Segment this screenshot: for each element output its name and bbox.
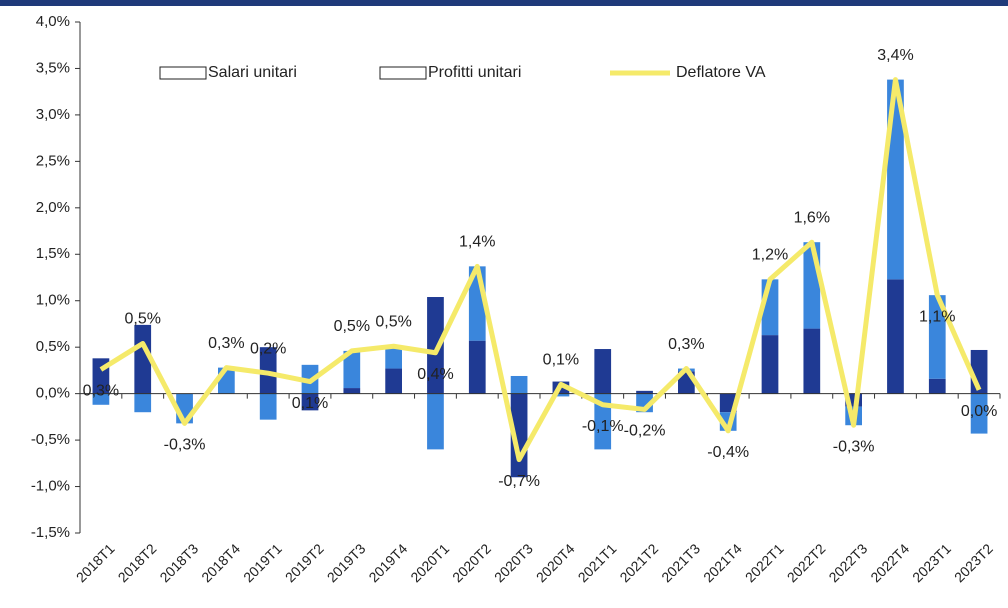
bar bbox=[134, 393, 152, 413]
data-label: -0,4% bbox=[707, 444, 749, 461]
data-label: -0,2% bbox=[624, 423, 666, 440]
x-tick-label: 2021T3 bbox=[658, 540, 703, 585]
bar bbox=[594, 349, 612, 394]
data-label: 0,5% bbox=[334, 318, 370, 335]
y-tick-label: 3,5% bbox=[36, 59, 70, 76]
data-label: 3,4% bbox=[877, 47, 913, 64]
data-label: -0,3% bbox=[833, 438, 875, 455]
bar bbox=[803, 328, 821, 394]
bar bbox=[259, 393, 277, 420]
bar bbox=[385, 368, 402, 394]
x-tick-label: 2023T2 bbox=[951, 540, 996, 585]
data-label: 1,1% bbox=[919, 308, 955, 325]
x-tick-label: 2022T3 bbox=[825, 540, 870, 585]
data-label: 0,4% bbox=[417, 366, 453, 383]
bar bbox=[259, 347, 277, 394]
data-label: 0,3% bbox=[668, 336, 704, 353]
bar bbox=[92, 393, 110, 405]
x-tick-label: 2021T1 bbox=[575, 540, 620, 585]
data-label: 1,2% bbox=[752, 247, 788, 264]
data-label: 0,3% bbox=[83, 383, 119, 400]
x-tick-label: 2018T3 bbox=[156, 540, 201, 585]
data-label: 0,1% bbox=[543, 352, 579, 369]
data-label: -0,7% bbox=[498, 473, 540, 490]
y-tick-label: 0,5% bbox=[36, 338, 70, 355]
y-tick-label: 0,0% bbox=[36, 385, 70, 402]
x-tick-label: 2018T4 bbox=[198, 540, 243, 585]
y-tick-label: 3,0% bbox=[36, 106, 70, 123]
x-tick-label: 2018T2 bbox=[115, 540, 160, 585]
bar bbox=[761, 335, 779, 394]
bar bbox=[928, 295, 946, 379]
x-tick-label: 2020T1 bbox=[407, 540, 452, 585]
data-label: 0,5% bbox=[124, 311, 160, 328]
data-label: -0,3% bbox=[164, 437, 206, 454]
y-tick-label: -1,0% bbox=[31, 478, 70, 495]
x-tick-label: 2021T4 bbox=[700, 540, 745, 585]
bar bbox=[134, 324, 152, 394]
bar bbox=[510, 375, 528, 394]
y-tick-label: 1,5% bbox=[36, 245, 70, 262]
y-tick-label: 2,5% bbox=[36, 152, 70, 169]
data-label: 1,4% bbox=[459, 234, 495, 251]
y-tick-label: 2,0% bbox=[36, 199, 70, 216]
legend-swatch bbox=[159, 66, 207, 80]
bar bbox=[468, 340, 486, 394]
x-tick-label: 2022T2 bbox=[784, 540, 829, 585]
x-tick-label: 2022T4 bbox=[867, 540, 912, 585]
y-tick-label: -1,5% bbox=[31, 524, 70, 541]
x-tick-label: 2020T2 bbox=[449, 540, 494, 585]
y-tick-label: 1,0% bbox=[36, 292, 70, 309]
y-tick-label: 4,0% bbox=[36, 13, 70, 30]
legend-label: Deflatore VA bbox=[676, 64, 766, 81]
x-tick-label: 2020T3 bbox=[491, 540, 536, 585]
x-tick-label: 2018T1 bbox=[73, 540, 118, 585]
bar bbox=[427, 393, 444, 450]
bar bbox=[970, 393, 988, 434]
bar bbox=[552, 393, 570, 397]
data-label: 1,6% bbox=[794, 209, 830, 226]
x-tick-label: 2019T4 bbox=[365, 540, 410, 585]
data-label: 0,5% bbox=[375, 313, 411, 330]
x-tick-label: 2022T1 bbox=[742, 540, 787, 585]
x-tick-label: 2019T2 bbox=[282, 540, 327, 585]
line bbox=[99, 77, 982, 463]
x-tick-label: 2023T1 bbox=[909, 540, 954, 585]
bar bbox=[343, 350, 361, 389]
bar bbox=[301, 393, 319, 411]
bar bbox=[887, 279, 904, 394]
legend-label: Salari unitari bbox=[208, 64, 297, 81]
data-label: 0,1% bbox=[292, 395, 328, 412]
x-tick-label: 2021T2 bbox=[616, 540, 661, 585]
data-label: 0,0% bbox=[961, 403, 997, 420]
x-tick-label: 2019T3 bbox=[324, 540, 369, 585]
bar bbox=[928, 378, 946, 394]
x-tick-label: 2019T1 bbox=[240, 540, 285, 585]
legend-swatch bbox=[379, 66, 427, 80]
bar bbox=[343, 388, 361, 394]
data-label: 0,2% bbox=[250, 340, 286, 357]
bar bbox=[385, 346, 402, 369]
bar bbox=[803, 242, 821, 329]
header-band bbox=[0, 0, 1008, 6]
data-label: -0,1% bbox=[582, 418, 624, 435]
bar bbox=[427, 297, 444, 394]
y-tick-label: -0,5% bbox=[31, 431, 70, 448]
x-tick-label: 2020T4 bbox=[533, 540, 578, 585]
data-label: 0,3% bbox=[208, 335, 244, 352]
bar bbox=[636, 390, 653, 394]
legend-label: Profitti unitari bbox=[428, 64, 521, 81]
